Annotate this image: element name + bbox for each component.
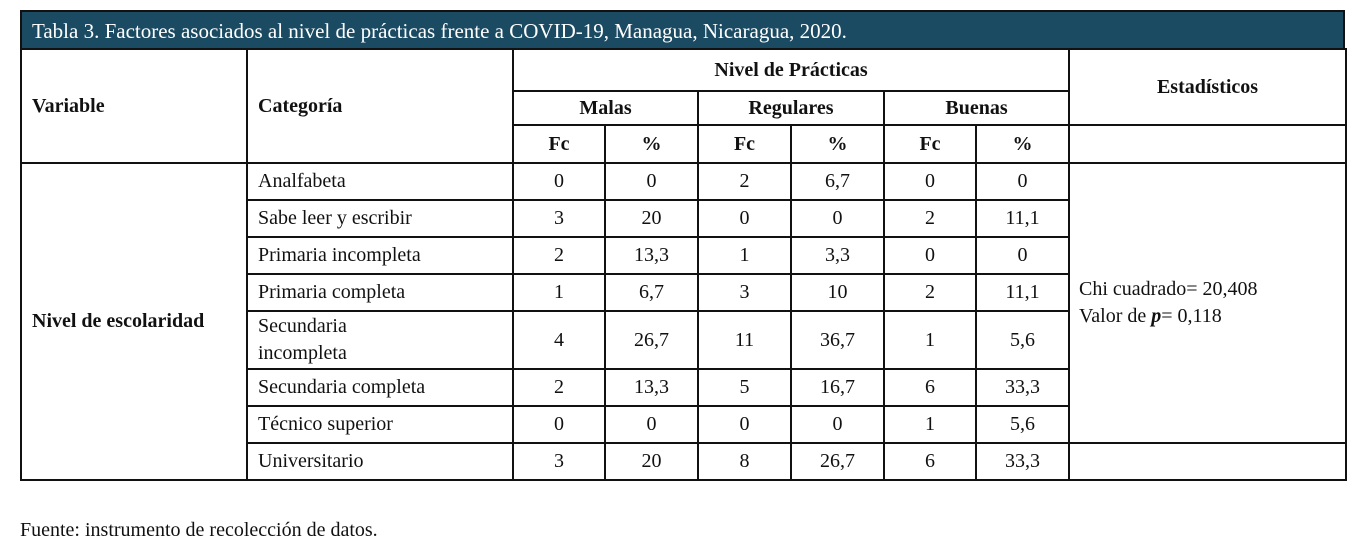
table-row: Secundaria incompleta 4 26,7 11 36,7 1 5… — [21, 310, 1346, 370]
malas-pct-cell: 13,3 — [604, 236, 699, 275]
malas-fc-cell: 0 — [512, 162, 606, 201]
regulares-fc-cell: 11 — [697, 310, 792, 370]
malas-fc-cell: 0 — [512, 405, 606, 444]
categoria-cell: Secundaria completa — [246, 368, 514, 407]
header-buenas: Buenas — [882, 90, 1071, 126]
malas-fc-cell: 2 — [512, 236, 606, 275]
source-note: Fuente: instrumento de recolección de da… — [20, 519, 378, 541]
p-value-text: Valor de p= 0,118 — [1079, 303, 1345, 330]
malas-pct-cell: 0 — [604, 405, 699, 444]
malas-fc-cell: 3 — [512, 199, 606, 238]
categoria-line-1: Secundaria — [258, 315, 347, 337]
p-value-suffix: = 0,118 — [1161, 305, 1222, 327]
buenas-pct-cell: 5,6 — [974, 405, 1071, 444]
regulares-pct-cell: 6,7 — [790, 162, 885, 201]
header-regulares-pct: % — [790, 124, 885, 164]
p-value-symbol: p — [1151, 305, 1162, 327]
buenas-pct-cell: 33,3 — [974, 368, 1071, 407]
buenas-fc-cell: 1 — [883, 405, 977, 444]
header-regulares: Regulares — [697, 90, 885, 126]
chi-square-text: Chi cuadrado= 20,408 — [1079, 278, 1258, 300]
table-row: Primaria completa 1 6,7 3 10 2 11,1 — [21, 273, 1346, 312]
buenas-fc-cell: 2 — [883, 273, 977, 312]
regulares-pct-cell: 16,7 — [790, 368, 885, 407]
malas-pct-cell: 6,7 — [604, 273, 699, 312]
regulares-fc-cell: 5 — [697, 368, 792, 407]
categoria-cell: Universitario — [246, 442, 514, 481]
regulares-fc-cell: 8 — [697, 442, 792, 481]
header-malas: Malas — [512, 90, 699, 126]
categoria-cell: Primaria completa — [246, 273, 514, 312]
table-row: Nivel de escolaridad Analfabeta 0 0 2 6,… — [20, 162, 1348, 481]
header-estadisticos: Estadísticos — [1068, 48, 1348, 126]
header-regulares-fc: Fc — [697, 124, 792, 164]
buenas-pct-cell: 0 — [974, 236, 1071, 275]
stats-empty-cell — [1068, 442, 1348, 481]
header-buenas-fc: Fc — [883, 124, 977, 164]
regulares-pct-cell: 0 — [790, 199, 885, 238]
header-malas-pct: % — [604, 124, 699, 164]
malas-pct-cell: 20 — [604, 199, 699, 238]
categoria-cell: Secundaria incompleta — [246, 310, 514, 370]
regulares-fc-cell: 1 — [697, 236, 792, 275]
regulares-pct-cell: 3,3 — [790, 236, 885, 275]
malas-fc-cell: 4 — [512, 310, 606, 370]
buenas-fc-cell: 0 — [883, 236, 977, 275]
malas-pct-cell: 26,7 — [604, 310, 699, 370]
categoria-cell: Primaria incompleta — [246, 236, 514, 275]
buenas-pct-cell: 11,1 — [974, 273, 1071, 312]
regulares-pct-cell: 0 — [790, 405, 885, 444]
buenas-pct-cell: 0 — [974, 162, 1071, 201]
header-variable: Variable — [20, 48, 248, 164]
categoria-cell: Sabe leer y escribir — [246, 199, 514, 238]
header-categoria: Categoría — [246, 48, 514, 164]
buenas-pct-cell: 33,3 — [974, 442, 1071, 481]
regulares-fc-cell: 0 — [697, 199, 792, 238]
malas-fc-cell: 2 — [512, 368, 606, 407]
regulares-fc-cell: 2 — [697, 162, 792, 201]
header-estadisticos-empty — [1068, 124, 1348, 164]
table-row: Universitario 3 20 8 26,7 6 33,3 — [21, 442, 1348, 481]
malas-pct-cell: 0 — [604, 162, 699, 201]
regulares-pct-cell: 10 — [790, 273, 885, 312]
table-row: Primaria incompleta 2 13,3 1 3,3 0 0 — [21, 236, 1346, 275]
variable-cell: Nivel de escolaridad — [20, 162, 248, 481]
categoria-cell: Técnico superior — [246, 405, 514, 444]
header-buenas-pct: % — [974, 124, 1071, 164]
regulares-fc-cell: 0 — [697, 405, 792, 444]
p-value-prefix: Valor de — [1079, 305, 1152, 327]
table-container: Tabla 3. Factores asociados al nivel de … — [20, 10, 1348, 481]
malas-fc-cell: 3 — [512, 442, 606, 481]
categoria-cell: Analfabeta — [246, 162, 514, 201]
buenas-fc-cell: 0 — [883, 162, 977, 201]
malas-pct-cell: 13,3 — [604, 368, 699, 407]
table-title: Tabla 3. Factores asociados al nivel de … — [20, 10, 1345, 48]
buenas-fc-cell: 6 — [883, 368, 977, 407]
categoria-line-2: incompleta — [258, 342, 347, 364]
regulares-fc-cell: 3 — [697, 273, 792, 312]
header-malas-fc: Fc — [512, 124, 606, 164]
practices-table: Variable Categoría Nivel de Prácticas Es… — [20, 48, 1348, 481]
buenas-pct-cell: 11,1 — [974, 199, 1071, 238]
regulares-pct-cell: 26,7 — [790, 442, 885, 481]
buenas-fc-cell: 1 — [883, 310, 977, 370]
malas-pct-cell: 20 — [604, 442, 699, 481]
buenas-fc-cell: 2 — [883, 199, 977, 238]
malas-fc-cell: 1 — [512, 273, 606, 312]
table-row: Secundaria completa 2 13,3 5 16,7 6 33,3 — [21, 368, 1346, 407]
header-nivel-practicas: Nivel de Prácticas — [511, 48, 1071, 91]
buenas-pct-cell: 5,6 — [974, 310, 1071, 370]
table-row: Técnico superior 0 0 0 0 1 5,6 — [21, 405, 1346, 444]
stats-cell: Chi cuadrado= 20,408 Valor de p= 0,118 — [1068, 162, 1348, 444]
regulares-pct-cell: 36,7 — [790, 310, 885, 370]
buenas-fc-cell: 6 — [883, 442, 977, 481]
table-row: Sabe leer y escribir 3 20 0 0 2 11,1 — [21, 199, 1346, 238]
